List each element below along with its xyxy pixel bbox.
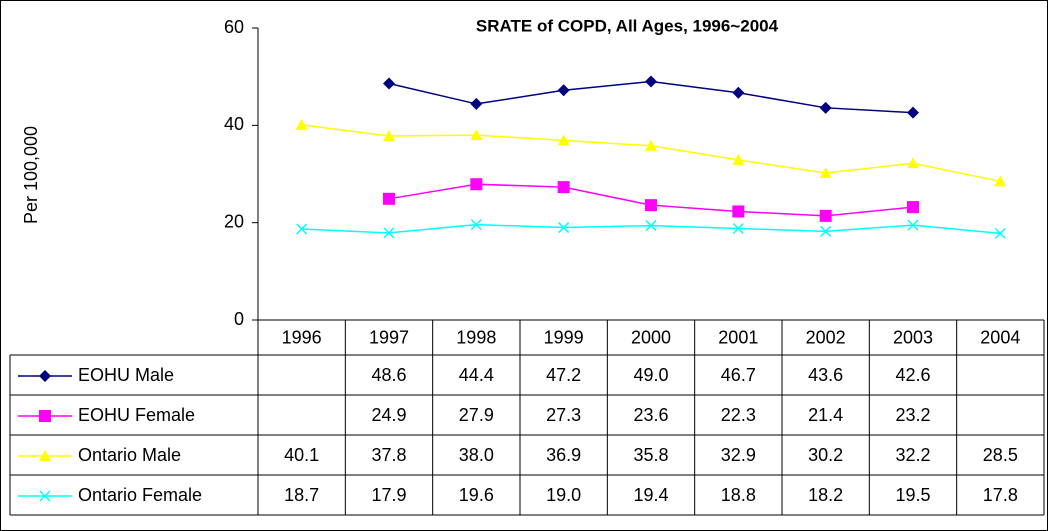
table-value: 23.6 xyxy=(633,405,668,425)
legend-label: Ontario Female xyxy=(78,485,202,505)
point xyxy=(296,223,308,235)
table-value: 17.8 xyxy=(983,485,1018,505)
table-value: 19.5 xyxy=(895,485,930,505)
x-tick-label: 2004 xyxy=(980,327,1020,347)
point xyxy=(820,225,832,237)
chart-title: SRATE of COPD, All Ages, 1996~2004 xyxy=(476,16,779,35)
table-value: 19.6 xyxy=(459,485,494,505)
point xyxy=(558,222,570,234)
point xyxy=(819,167,832,179)
table-value: 46.7 xyxy=(721,365,756,385)
point xyxy=(994,175,1007,187)
table-value: 49.0 xyxy=(633,365,668,385)
table-value: 38.0 xyxy=(459,445,494,465)
table-value: 30.2 xyxy=(808,445,843,465)
point xyxy=(470,97,483,110)
x-tick-label: 2001 xyxy=(718,327,758,347)
y-tick-label: 20 xyxy=(224,211,244,231)
table-value: 28.5 xyxy=(983,445,1018,465)
table-value: 36.9 xyxy=(546,445,581,465)
point xyxy=(907,106,919,119)
point xyxy=(645,75,657,88)
table-value: 44.4 xyxy=(459,365,494,385)
point xyxy=(907,201,919,214)
table-value: 40.1 xyxy=(284,445,319,465)
table-value: 19.0 xyxy=(546,485,581,505)
point xyxy=(383,227,395,239)
point xyxy=(557,84,570,97)
point xyxy=(994,227,1006,239)
y-axis-label: Per 100,000 xyxy=(21,126,41,224)
point xyxy=(557,181,570,194)
table-value: 32.9 xyxy=(721,445,756,465)
point xyxy=(383,192,395,205)
point xyxy=(732,222,744,235)
point xyxy=(470,219,482,231)
point xyxy=(645,199,657,212)
legend-marker xyxy=(39,490,51,502)
table-value: 27.9 xyxy=(459,405,494,425)
point xyxy=(819,101,832,114)
table-value: 48.6 xyxy=(371,365,406,385)
x-tick-label: 1998 xyxy=(456,327,496,347)
table-value: 18.7 xyxy=(284,485,319,505)
y-tick-label: 0 xyxy=(234,309,244,329)
point xyxy=(383,77,395,90)
legend-label: Ontario Male xyxy=(78,445,181,465)
legend-marker xyxy=(39,370,51,382)
point xyxy=(732,86,745,99)
table-value: 17.9 xyxy=(371,485,406,505)
point xyxy=(470,129,483,141)
x-tick-label: 2003 xyxy=(893,327,933,347)
y-tick-label: 40 xyxy=(224,114,244,134)
table-value: 21.4 xyxy=(808,405,843,425)
table-value: 43.6 xyxy=(808,365,843,385)
table-value: 24.9 xyxy=(371,405,406,425)
x-tick-label: 2002 xyxy=(806,327,846,347)
point xyxy=(470,178,483,191)
y-tick-label: 60 xyxy=(224,17,244,37)
point xyxy=(295,118,308,130)
point xyxy=(645,139,657,151)
point xyxy=(907,219,919,231)
point xyxy=(907,157,919,169)
table-value: 23.2 xyxy=(895,405,930,425)
table-value: 47.2 xyxy=(546,365,581,385)
table-value: 27.3 xyxy=(546,405,581,425)
legend-marker xyxy=(39,410,51,422)
point xyxy=(557,134,570,146)
table-value: 22.3 xyxy=(721,405,756,425)
table-value: 35.8 xyxy=(633,445,668,465)
table-value: 19.4 xyxy=(633,485,668,505)
table-value: 37.8 xyxy=(371,445,406,465)
x-tick-label: 1996 xyxy=(282,327,322,347)
point xyxy=(732,205,745,218)
table-value: 42.6 xyxy=(895,365,930,385)
table-value: 18.2 xyxy=(808,485,843,505)
point xyxy=(645,220,657,232)
x-tick-label: 1997 xyxy=(369,327,409,347)
table-value: 18.8 xyxy=(721,485,756,505)
legend-marker xyxy=(39,450,51,461)
point xyxy=(732,153,745,165)
point xyxy=(819,209,832,222)
legend-label: EOHU Female xyxy=(78,405,195,425)
legend-label: EOHU Male xyxy=(78,365,174,385)
x-tick-label: 1999 xyxy=(544,327,584,347)
x-tick-label: 2000 xyxy=(631,327,671,347)
point xyxy=(383,130,395,142)
table-value: 32.2 xyxy=(895,445,930,465)
